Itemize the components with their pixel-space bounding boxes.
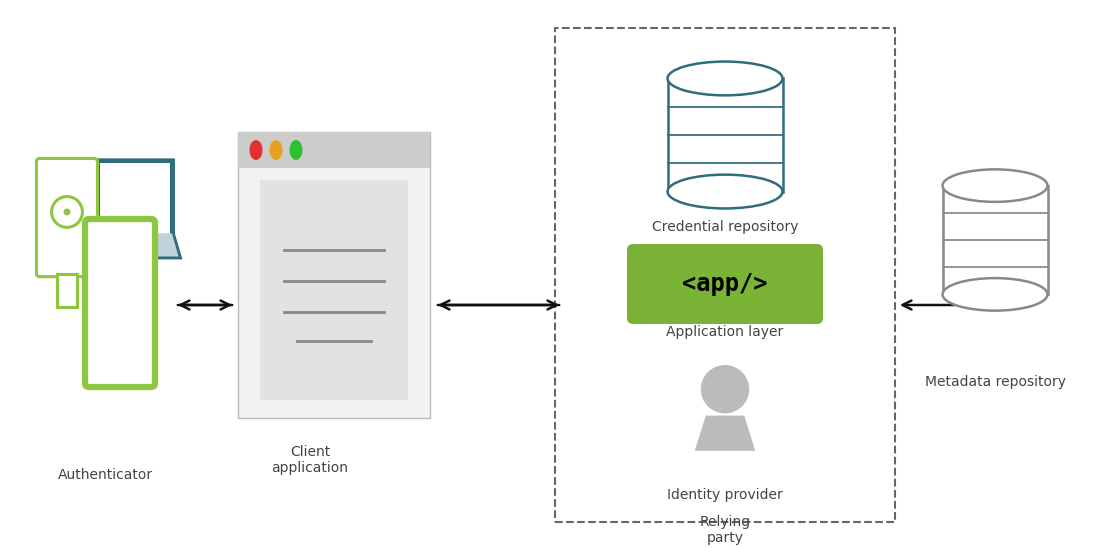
Bar xyxy=(238,132,430,168)
Ellipse shape xyxy=(289,140,302,160)
Text: Credential repository: Credential repository xyxy=(652,220,798,234)
Bar xyxy=(943,186,1048,294)
Text: Identity provider: Identity provider xyxy=(667,488,783,502)
Bar xyxy=(57,274,78,307)
Ellipse shape xyxy=(250,140,263,160)
Bar xyxy=(100,163,170,239)
Text: Application layer: Application layer xyxy=(667,325,784,339)
Text: Authenticator: Authenticator xyxy=(57,468,152,482)
Bar xyxy=(238,132,430,418)
FancyBboxPatch shape xyxy=(95,158,175,244)
Bar xyxy=(668,79,783,191)
FancyBboxPatch shape xyxy=(627,244,823,324)
FancyBboxPatch shape xyxy=(85,219,155,387)
Polygon shape xyxy=(694,416,756,451)
Text: Relying
party: Relying party xyxy=(700,515,750,545)
Ellipse shape xyxy=(668,175,783,208)
Bar xyxy=(260,180,408,400)
Text: <app/>: <app/> xyxy=(682,272,768,296)
Ellipse shape xyxy=(701,365,749,414)
Ellipse shape xyxy=(943,169,1048,202)
Text: Client
application: Client application xyxy=(272,445,348,475)
Polygon shape xyxy=(92,233,178,256)
Ellipse shape xyxy=(668,62,783,95)
Bar xyxy=(555,28,895,522)
Ellipse shape xyxy=(943,278,1048,311)
Ellipse shape xyxy=(269,140,283,160)
Polygon shape xyxy=(88,230,183,260)
FancyBboxPatch shape xyxy=(36,158,97,277)
Ellipse shape xyxy=(64,208,70,216)
Text: Metadata repository: Metadata repository xyxy=(924,375,1065,389)
Ellipse shape xyxy=(51,196,82,227)
